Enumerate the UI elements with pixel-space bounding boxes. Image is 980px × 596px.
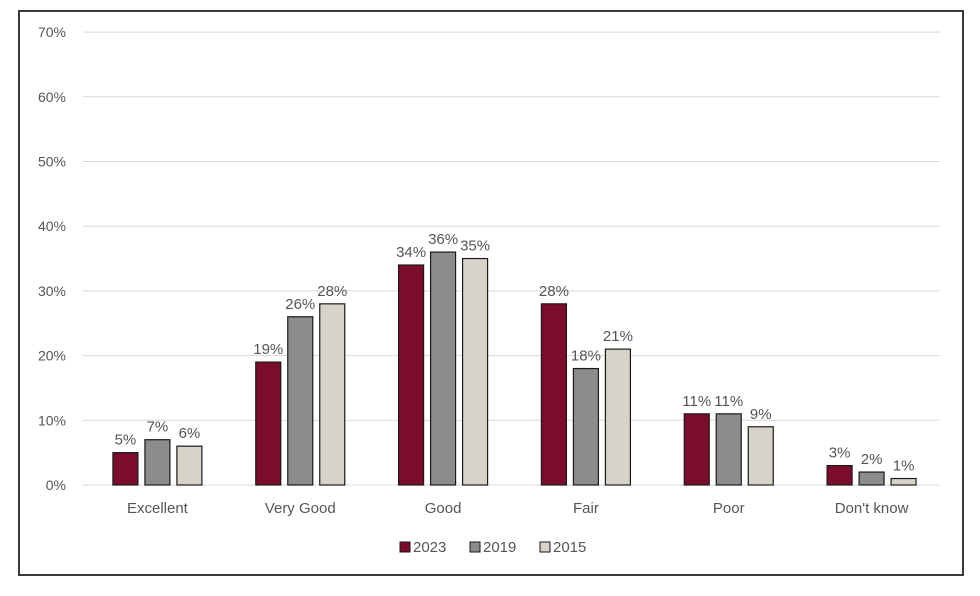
data-label: 35% bbox=[460, 238, 490, 255]
data-label: 19% bbox=[253, 341, 283, 358]
category-label: Very Good bbox=[265, 500, 336, 517]
category-label: Excellent bbox=[127, 500, 189, 517]
bars bbox=[112, 251, 917, 486]
gridlines bbox=[83, 31, 940, 486]
y-tick-label: 0% bbox=[46, 477, 66, 493]
data-label: 28% bbox=[539, 283, 569, 300]
legend-label-2019: 2019 bbox=[483, 539, 516, 556]
y-tick-label: 50% bbox=[38, 154, 66, 170]
data-label: 18% bbox=[571, 348, 601, 365]
bar-2019-fair bbox=[572, 367, 600, 486]
y-tick-label: 60% bbox=[38, 89, 66, 105]
bar-2023-excellent bbox=[112, 452, 139, 486]
chart-frame bbox=[18, 10, 964, 576]
y-tick-label: 40% bbox=[38, 218, 66, 234]
data-label: 9% bbox=[750, 406, 772, 423]
bar-2023-fair bbox=[540, 303, 568, 486]
bar-2023-good bbox=[397, 264, 425, 486]
y-tick-label: 30% bbox=[38, 283, 66, 299]
bar-2023-very-good bbox=[255, 361, 282, 486]
legend-swatch-2019 bbox=[469, 541, 481, 553]
category-label: Fair bbox=[573, 500, 599, 517]
y-axis-ticks: 0% 10% 20% 30% 40% 50% 60% 70% bbox=[38, 24, 66, 493]
data-label: 26% bbox=[285, 296, 315, 313]
bar-2015-fair bbox=[604, 348, 632, 486]
data-label: 28% bbox=[317, 283, 347, 300]
data-label: 6% bbox=[179, 425, 201, 442]
bar-2015-very-good bbox=[319, 303, 346, 486]
y-tick-label: 70% bbox=[38, 24, 66, 40]
y-tick-label: 20% bbox=[38, 348, 66, 364]
legend-swatch-2015 bbox=[539, 541, 551, 553]
bar-2015-don-t-know bbox=[890, 477, 917, 486]
bar-2019-excellent bbox=[144, 439, 171, 486]
category-label: Poor bbox=[713, 500, 745, 517]
bar-2023-don-t-know bbox=[826, 464, 853, 486]
data-label: 11% bbox=[682, 393, 711, 410]
bar-2015-good bbox=[461, 257, 489, 486]
legend-swatch-2023 bbox=[399, 541, 411, 553]
x-axis-categories: Excellent Very Good Good Fair Poor Don't know bbox=[127, 500, 909, 517]
category-label: Don't know bbox=[835, 500, 909, 517]
legend-label-2015: 2015 bbox=[553, 539, 586, 556]
data-label: 2% bbox=[861, 451, 883, 468]
legend-label-2023: 2023 bbox=[413, 539, 446, 556]
data-label: 1% bbox=[893, 458, 915, 475]
data-label: 11% bbox=[714, 393, 743, 410]
bar-2019-don-t-know bbox=[858, 471, 885, 486]
legend: 2023 2019 2015 bbox=[399, 539, 586, 556]
data-label: 36% bbox=[428, 231, 458, 248]
y-tick-label: 10% bbox=[38, 412, 66, 428]
category-label: Good bbox=[425, 500, 462, 517]
data-label: 7% bbox=[147, 419, 169, 436]
bar-2019-very-good bbox=[287, 316, 314, 486]
bar-2023-poor bbox=[683, 413, 710, 486]
bar-2019-good bbox=[429, 251, 457, 486]
data-label: 3% bbox=[829, 445, 851, 462]
data-label: 5% bbox=[115, 432, 137, 449]
bar-2019-poor bbox=[715, 413, 742, 486]
data-label: 34% bbox=[396, 244, 426, 261]
bar-2015-excellent bbox=[176, 445, 203, 486]
data-label: 21% bbox=[603, 328, 633, 345]
bar-2015-poor bbox=[747, 426, 774, 486]
data-labels: 5%7% 6%19%26%28%34%36% 35%28%18%21%11% 11%9… bbox=[115, 231, 915, 474]
